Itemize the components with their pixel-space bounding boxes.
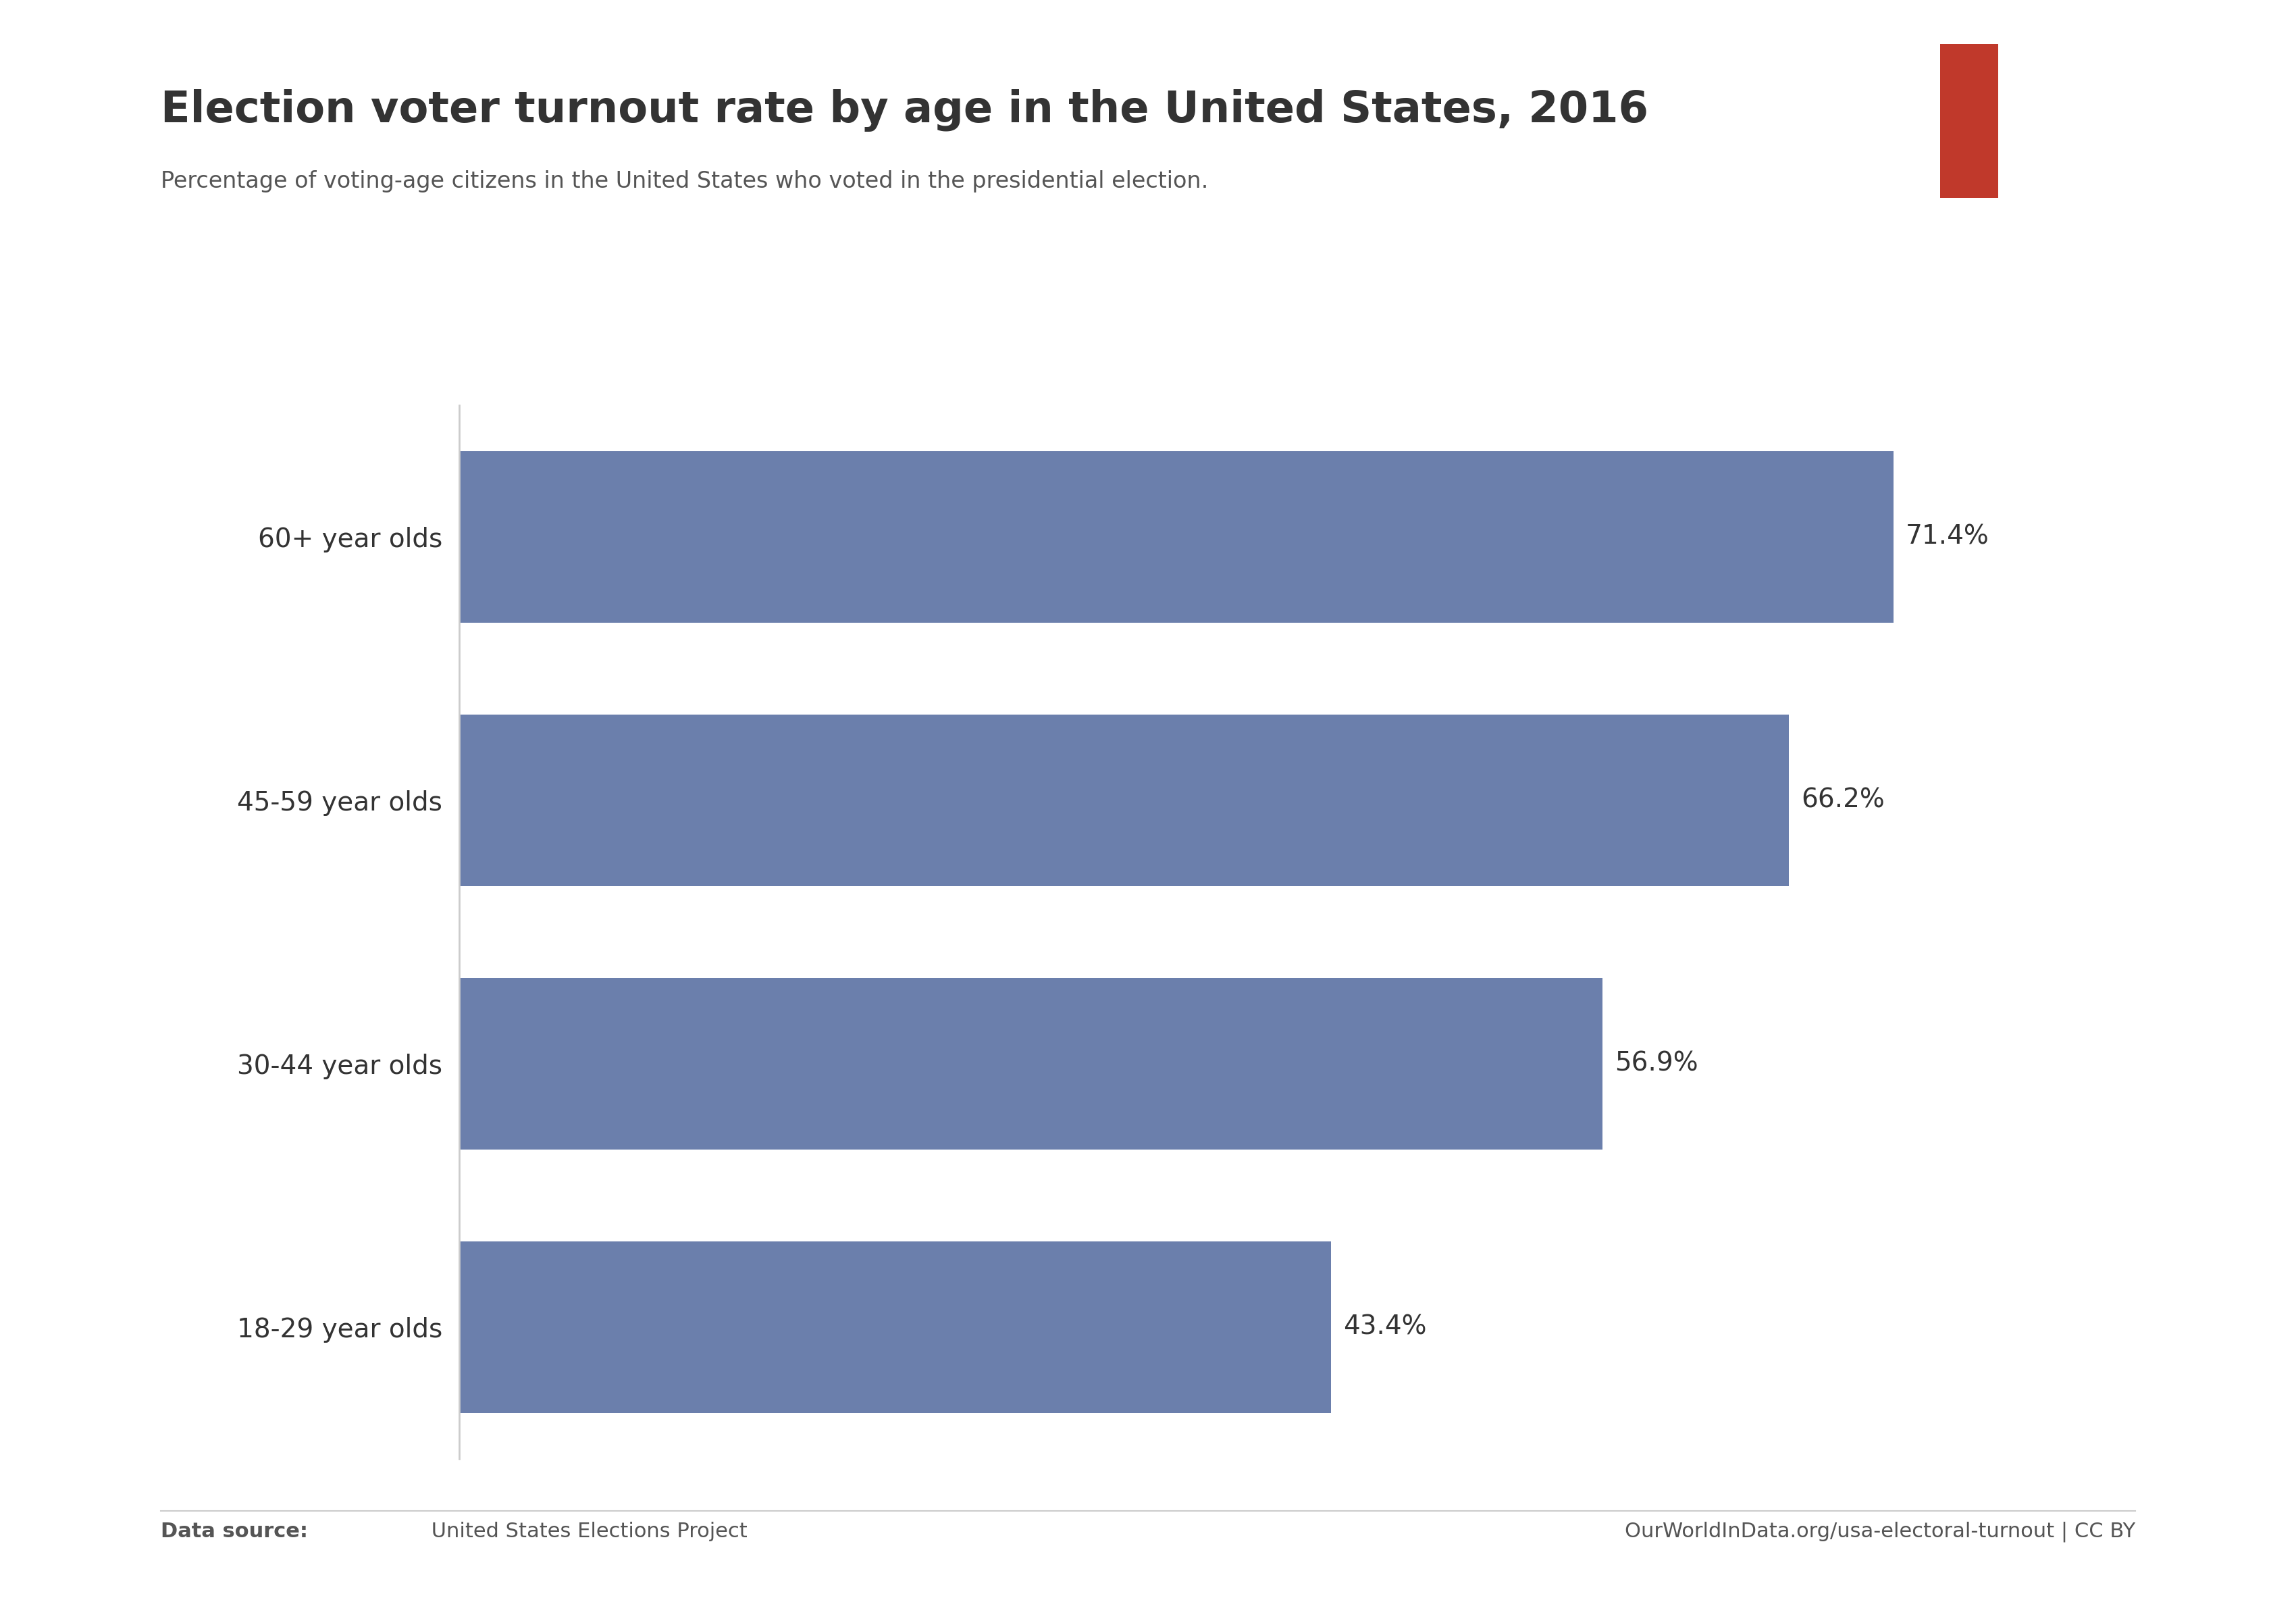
Text: 66.2%: 66.2% — [1800, 788, 1885, 814]
Text: Percentage of voting-age citizens in the United States who voted in the presiden: Percentage of voting-age citizens in the… — [161, 170, 1208, 193]
Text: United States Elections Project: United States Elections Project — [425, 1522, 748, 1542]
Text: OurWorldInData.org/usa-electoral-turnout | CC BY: OurWorldInData.org/usa-electoral-turnout… — [1626, 1522, 2135, 1542]
Text: Data source:: Data source: — [161, 1522, 308, 1542]
Text: 43.4%: 43.4% — [1343, 1315, 1426, 1341]
Bar — [459, 977, 1603, 1149]
Bar — [1940, 44, 1998, 198]
Text: Election voter turnout rate by age in the United States, 2016: Election voter turnout rate by age in th… — [161, 89, 1649, 131]
Bar — [459, 715, 1789, 887]
Text: Our World: Our World — [2062, 86, 2147, 101]
Text: 56.9%: 56.9% — [1614, 1050, 1697, 1076]
Bar — [459, 451, 1894, 622]
Text: 71.4%: 71.4% — [1906, 524, 1988, 550]
Text: in Data: in Data — [2073, 148, 2135, 162]
Bar — [459, 1242, 1332, 1414]
